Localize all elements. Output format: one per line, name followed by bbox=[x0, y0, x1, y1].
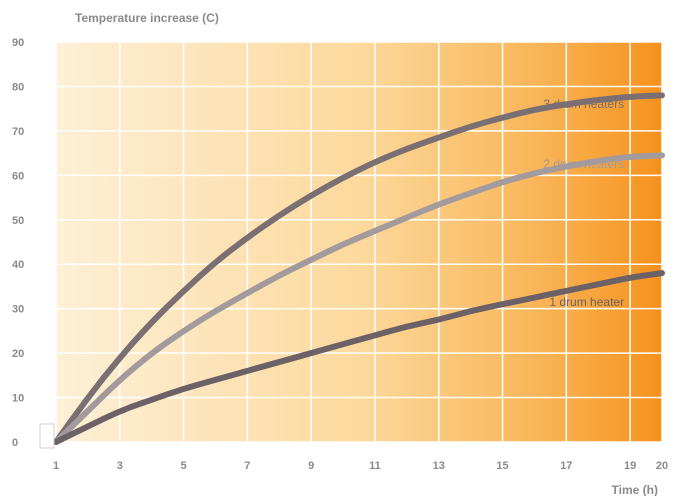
series-label: 1 drum heater bbox=[549, 295, 624, 309]
plot-background bbox=[56, 42, 662, 442]
series-line bbox=[53, 152, 665, 445]
x-tick-label: 9 bbox=[308, 460, 314, 472]
x-tick-label: 7 bbox=[244, 460, 250, 472]
y-tick-label: 60 bbox=[12, 170, 24, 182]
y-tick-label: 50 bbox=[12, 215, 24, 227]
y-tick-label: 0 bbox=[12, 437, 18, 449]
x-tick-label: 13 bbox=[433, 460, 445, 472]
x-tick-label: 3 bbox=[117, 460, 123, 472]
y-tick-label: 10 bbox=[12, 393, 24, 405]
y-tick-label: 40 bbox=[12, 259, 24, 271]
series-labels: 3 drum heaters 2 drum heaters 1 drum heate… bbox=[543, 97, 624, 309]
series-line bbox=[53, 270, 665, 445]
y-tick-label: 30 bbox=[12, 304, 24, 316]
y-tick-label: 20 bbox=[12, 348, 24, 360]
x-tick-label: 11 bbox=[369, 460, 381, 472]
x-tick-label: 17 bbox=[560, 460, 572, 472]
x-tick-label: 1 bbox=[53, 460, 59, 472]
y-axis-box bbox=[39, 423, 55, 449]
y-axis-ticks: 0 10 20 30 40 50 60 70 80 90 bbox=[12, 37, 55, 449]
series-label: 2 drum heaters bbox=[543, 157, 624, 171]
x-tick-label: 15 bbox=[496, 460, 508, 472]
series-label: 3 drum heaters bbox=[543, 97, 624, 111]
y-tick-label: 80 bbox=[12, 81, 24, 93]
y-tick-label: 90 bbox=[12, 37, 24, 49]
x-tick-label: 20 bbox=[656, 460, 668, 472]
x-axis-title: Time (h) bbox=[612, 483, 658, 496]
y-axis-title: Temperature increase (C) bbox=[75, 11, 219, 25]
x-axis-ticks: 1 3 5 7 9 11 13 15 17 19 20 bbox=[53, 460, 668, 472]
series-line bbox=[53, 92, 665, 445]
series-group bbox=[53, 92, 665, 445]
x-tick-label: 5 bbox=[181, 460, 187, 472]
x-tick-label: 19 bbox=[624, 460, 636, 472]
y-tick-label: 70 bbox=[12, 126, 24, 138]
